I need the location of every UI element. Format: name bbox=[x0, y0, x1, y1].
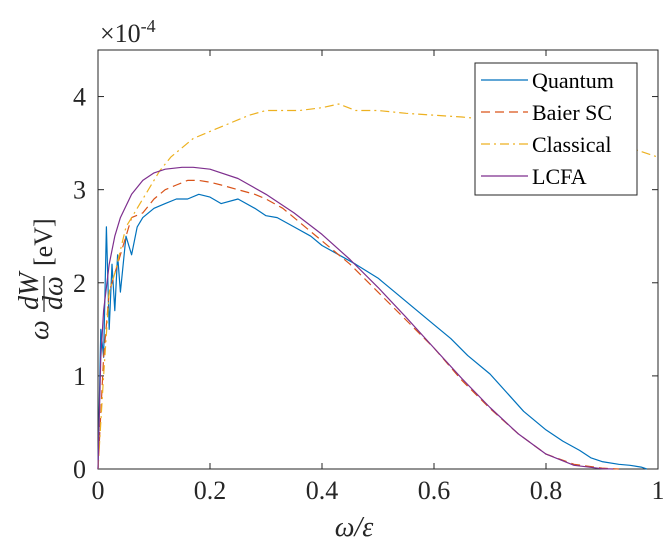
x-tick-label: 0.4 bbox=[306, 476, 339, 505]
y-axis-label: ω dW dω [eV] bbox=[14, 218, 69, 340]
series-line-lcfa bbox=[97, 166, 614, 470]
x-tick-label: 0.8 bbox=[530, 476, 563, 505]
y-exponent-label: ×10-4 bbox=[100, 16, 156, 48]
legend-label-baier-sc: Baier SC bbox=[532, 100, 612, 125]
x-axis-label: ω/ε bbox=[335, 512, 374, 543]
y-tick-label: 1 bbox=[73, 362, 86, 391]
y-tick-label: 3 bbox=[73, 176, 86, 205]
series-line-baier-sc bbox=[97, 179, 619, 470]
legend-label-lcfa: LCFA bbox=[532, 164, 587, 189]
legend-label-classical: Classical bbox=[532, 132, 611, 157]
x-tick-label: 0 bbox=[92, 476, 105, 505]
y-axis-label-numerator: dW bbox=[14, 270, 45, 310]
legend-box bbox=[474, 62, 638, 196]
y-axis-label-unit: [eV] bbox=[29, 218, 58, 266]
legend: Quantum Baier SC Classical LCFA bbox=[474, 62, 638, 196]
x-tick-label: 1 bbox=[652, 476, 664, 505]
y-tick-label: 0 bbox=[73, 455, 86, 484]
y-exponent-power: -4 bbox=[141, 16, 156, 36]
legend-label-quantum: Quantum bbox=[532, 68, 614, 93]
legend-items: Quantum Baier SC Classical LCFA bbox=[481, 68, 614, 189]
y-axis-label-denominator: dω bbox=[38, 276, 69, 310]
x-tick-label: 0.6 bbox=[418, 476, 451, 505]
axis-ticks: 0 0.2 0.4 0.6 0.8 1 0 1 2 3 4 bbox=[73, 50, 664, 505]
y-exponent-prefix: ×10 bbox=[100, 19, 141, 48]
y-tick-label: 4 bbox=[73, 83, 86, 112]
series-line-quantum bbox=[97, 193, 647, 470]
y-tick-label: 2 bbox=[73, 269, 86, 298]
y-axis-label-omega: ω bbox=[24, 320, 55, 340]
x-tick-label: 0.2 bbox=[194, 476, 227, 505]
